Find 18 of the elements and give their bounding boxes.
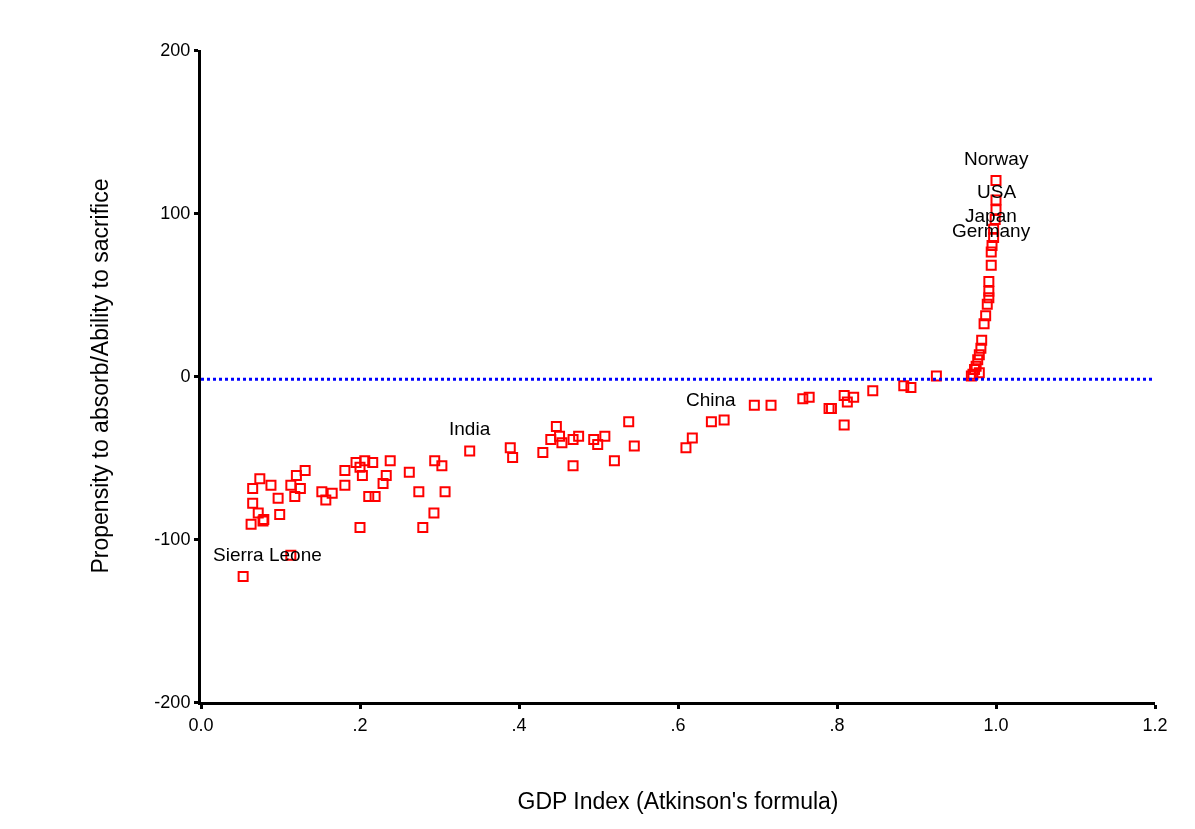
y-tick-label: 100 (160, 203, 191, 224)
annotation: India (449, 418, 491, 439)
x-tick-label: 1.0 (983, 714, 1009, 735)
y-tick-label: -100 (154, 529, 191, 550)
x-tick-label: .8 (829, 714, 845, 735)
x-tick-label: 1.2 (1142, 714, 1168, 735)
y-tick-label: 0 (180, 366, 191, 387)
annotation: China (686, 389, 737, 410)
x-axis-title: GDP Index (Atkinson's formula) (517, 788, 839, 815)
x-tick-label: 0.0 (188, 714, 214, 735)
x-tick-label: .4 (511, 714, 527, 735)
y-tick-label: -200 (154, 692, 191, 713)
x-tick-label: .6 (670, 714, 686, 735)
y-tick-label: 200 (160, 40, 191, 61)
annotation: USA (977, 181, 1017, 202)
annotation: Norway (964, 148, 1029, 169)
y-axis-title: Propensity to absorb/Ability to sacrifice (86, 178, 113, 574)
x-tick-label: .2 (352, 714, 368, 735)
